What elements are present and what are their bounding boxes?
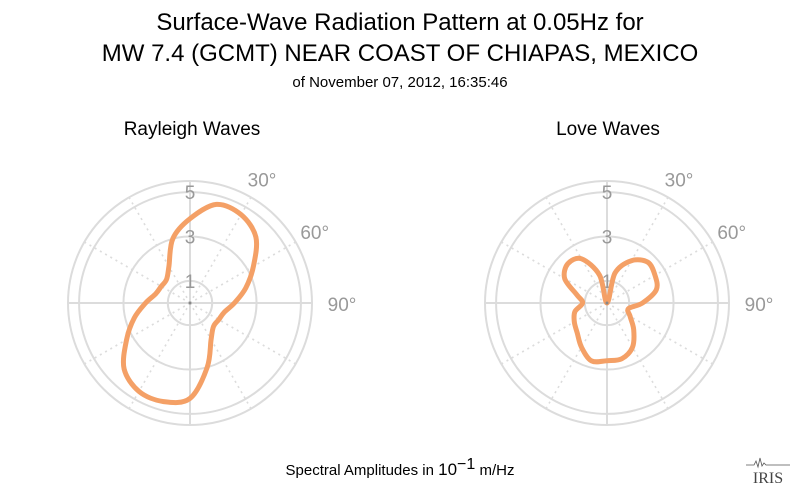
angle-tick-label: 90° xyxy=(745,295,774,316)
polar-spoke-240 xyxy=(83,302,191,365)
love-pattern-curve xyxy=(561,255,660,365)
polar-spoke-150 xyxy=(606,302,669,410)
polar-spoke-120 xyxy=(189,302,297,365)
angle-tick-label: 30° xyxy=(665,170,694,191)
angle-tick-label: 60° xyxy=(717,223,746,244)
rayleigh-polar-plot: 1 3 5 30° 60° 90° xyxy=(67,170,357,426)
radial-tick-label: 5 xyxy=(602,183,613,204)
angle-tick-label: 30° xyxy=(248,170,277,191)
amplitude-units-caption: Spectral Amplitudes in 10−1 m/Hz xyxy=(0,456,800,480)
radial-tick-label: 3 xyxy=(185,227,196,248)
radial-tick-label: 1 xyxy=(602,272,613,293)
chart-title-line2: MW 7.4 (GCMT) NEAR COAST OF CHIAPAS, MEX… xyxy=(101,40,699,67)
polar-spoke-240 xyxy=(500,302,608,365)
polar-spoke-330 xyxy=(545,196,608,304)
caption-prefix: Spectral Amplitudes in xyxy=(285,462,439,479)
love-panel-title: Love Waves xyxy=(556,119,660,140)
love-polar-plot: 1 3 5 30° 60° 90° xyxy=(484,170,774,426)
iris-logo-text: IRIS xyxy=(753,470,783,487)
chart-subtitle: of November 07, 2012, 16:35:46 xyxy=(292,74,508,91)
radial-tick-label: 1 xyxy=(185,272,196,293)
caption-power-base: 10 xyxy=(438,460,458,479)
angle-tick-label: 60° xyxy=(300,223,329,244)
polar-spoke-30 xyxy=(189,196,252,304)
caption-unit: m/Hz xyxy=(475,462,515,479)
polar-spoke-300 xyxy=(500,241,608,304)
iris-logo: IRIS xyxy=(746,457,790,487)
chart-title-line1: Surface-Wave Radiation Pattern at 0.05Hz… xyxy=(156,9,644,36)
radial-tick-label: 3 xyxy=(602,227,613,248)
rayleigh-panel-title: Rayleigh Waves xyxy=(123,119,261,140)
polar-spoke-30 xyxy=(606,196,669,304)
polar-spoke-210 xyxy=(545,302,608,410)
polar-spoke-300 xyxy=(83,241,191,304)
polar-spoke-330 xyxy=(128,196,191,304)
caption-power-exponent: −1 xyxy=(457,456,476,473)
polar-center-dot xyxy=(188,301,192,305)
polar-spoke-60 xyxy=(189,241,297,304)
angle-tick-label: 90° xyxy=(328,295,357,316)
polar-spoke-210 xyxy=(128,302,191,410)
radial-tick-label: 5 xyxy=(185,183,196,204)
polar-spoke-150 xyxy=(189,302,252,410)
polar-spoke-60 xyxy=(606,241,714,304)
polar-spoke-120 xyxy=(606,302,714,365)
polar-center-dot xyxy=(605,301,609,305)
